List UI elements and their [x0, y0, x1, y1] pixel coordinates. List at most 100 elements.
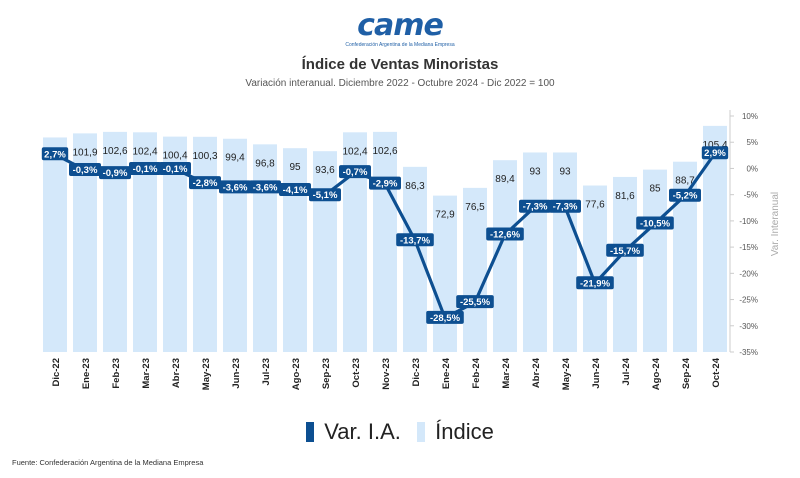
bar-Jul-23 — [253, 144, 277, 352]
bar-label-Mar-23: 102,4 — [132, 146, 157, 157]
bar-label-Ene-23: 101,9 — [72, 147, 97, 158]
bar-label-Sep-24: 88,7 — [675, 176, 695, 187]
x-tick-label-Abr-24: Abr-24 — [531, 357, 542, 388]
point-label-box-Ene-24 — [426, 310, 464, 324]
point-label-Jul-24: -15,7% — [610, 246, 641, 257]
point-label-box-Oct-23 — [339, 165, 371, 179]
bar-label-Ene-24: 72,9 — [435, 210, 455, 221]
bar-Oct-24 — [703, 125, 727, 353]
point-label-Mar-23: -0,1% — [133, 164, 158, 175]
bar-label-Feb-23: 102,6 — [102, 146, 127, 157]
right-axis-tick-label: 5% — [746, 138, 758, 147]
point-label-box-Jul-24 — [606, 243, 644, 257]
x-tick-label-Mar-24: Mar-24 — [501, 357, 512, 388]
point-label-box-Nov-23 — [369, 176, 401, 190]
x-tick-label-Dic-23: Dic-23 — [411, 358, 422, 387]
x-tick-label-May-23: May-23 — [201, 358, 212, 390]
right-axis-tick-label: -20% — [739, 269, 758, 278]
point-label-Feb-24: -25,5% — [460, 297, 491, 308]
point-label-box-Abr-23 — [159, 161, 191, 175]
point-label-Sep-24: -5,2% — [673, 191, 698, 202]
xlabels-layer: Dic-22 Ene-23 Feb-23 Mar-23 Abr-23 May-23 Jun-… — [51, 357, 722, 390]
point-label-box-Ago-23 — [279, 182, 311, 196]
point-label-box-Jun-24 — [576, 276, 614, 290]
bar-Nov-23 — [373, 131, 397, 352]
legend-entry-bars: Índice — [435, 419, 494, 445]
x-tick-label-Mar-23: Mar-23 — [141, 358, 152, 389]
point-label-Jun-24: -21,9% — [580, 278, 611, 289]
logo-word: came — [357, 8, 444, 43]
bar-May-23 — [193, 136, 217, 352]
bars-layer — [43, 125, 727, 353]
bar-label-Ago-23: 95 — [289, 162, 301, 173]
point-label-Jun-23: -3,6% — [223, 182, 248, 193]
x-tick-label-Jun-23: Jun-23 — [231, 358, 242, 389]
point-label-box-Jul-23 — [249, 180, 281, 194]
point-label-Jul-23: -3,6% — [253, 182, 278, 193]
bar-label-Oct-23: 102,4 — [342, 146, 367, 157]
point-label-box-Ene-23 — [69, 163, 101, 177]
point-label-Ene-23: -0,3% — [73, 165, 98, 176]
right-axis-tick-label: -25% — [739, 296, 758, 305]
source-note: Fuente: Confederación Argentina de la Me… — [12, 458, 204, 467]
point-label-May-24: -7,3% — [553, 202, 578, 213]
x-tick-label-Oct-23: Oct-23 — [351, 358, 362, 388]
x-tick-label-Oct-24: Oct-24 — [711, 357, 722, 387]
legend: Var. I.A. Índice — [0, 418, 800, 445]
bar-label-May-24: 93 — [559, 166, 571, 177]
point-label-box-Sep-24 — [669, 188, 701, 202]
bar-Jul-24 — [613, 176, 637, 352]
right-axis-tick-label: -30% — [739, 322, 758, 331]
x-tick-label-Sep-24: Sep-24 — [681, 357, 692, 389]
point-label-Ago-24: -10,5% — [640, 219, 671, 230]
chart-subtitle: Variación interanual. Diciembre 2022 - O… — [245, 78, 555, 89]
bar-labels-layer: 100101,9102,6102,4100,4100,399,496,89593… — [47, 140, 728, 221]
bar-label-Sep-23: 93,6 — [315, 165, 335, 176]
x-tick-label-Sep-23: Sep-23 — [321, 358, 332, 389]
point-label-Ene-24: -28,5% — [430, 313, 461, 324]
legend-bar-swatch — [417, 422, 426, 443]
bar-label-Nov-23: 102,6 — [372, 146, 397, 157]
point-label-box-May-23 — [189, 176, 221, 190]
bar-label-Jul-24: 81,6 — [615, 191, 635, 202]
point-label-Ago-23: -4,1% — [283, 185, 308, 196]
x-tick-label-Ene-24: Ene-24 — [441, 357, 452, 389]
logo-subtitle: Confederación Argentina de la Mediana Em… — [345, 42, 455, 48]
bar-Ago-24 — [643, 169, 667, 352]
bar-label-May-23: 100,3 — [192, 151, 217, 162]
point-label-box-Feb-23 — [99, 166, 131, 180]
point-label-Mar-24: -12,6% — [490, 230, 521, 241]
bar-Abr-24 — [523, 152, 547, 352]
bar-label-Dic-23: 86,3 — [405, 181, 425, 192]
point-label-box-Ago-24 — [636, 216, 674, 230]
point-label-Feb-23: -0,9% — [103, 168, 128, 179]
point-labels-layer: 2,7%-0,3% -0,9% -0,1% -0,1%-2,8% -3,6% -3,6% -… — [41, 146, 729, 324]
legend-line-swatch — [306, 422, 315, 443]
x-tick-label-Nov-23: Nov-23 — [381, 358, 392, 390]
point-label-box-May-24 — [549, 199, 581, 213]
x-tick-label-Jul-24: Jul-24 — [621, 357, 632, 385]
point-label-Oct-23: -0,7% — [343, 167, 368, 178]
point-label-Oct-24: 2,9% — [704, 148, 726, 159]
point-label-box-Mar-24 — [486, 227, 524, 241]
x-tick-label-Ago-23: Ago-23 — [291, 358, 302, 390]
bar-Feb-24 — [463, 187, 487, 352]
bar-Feb-23 — [103, 131, 127, 352]
right-axis-tick-label: 10% — [742, 112, 758, 121]
bar-label-Ago-24: 85 — [649, 184, 661, 195]
point-label-box-Dic-23 — [396, 233, 434, 247]
came-logo: came Confederación Argentina de la Media… — [340, 10, 460, 52]
x-tick-label-Dic-22: Dic-22 — [51, 358, 62, 387]
point-label-Sep-23: -5,1% — [313, 190, 338, 201]
axis-layer: 10% 5% 0% -5% -10% -15% -20% -25% -30% -35% Var. I… — [729, 110, 781, 357]
point-label-box-Mar-23 — [129, 161, 161, 175]
x-tick-label-Jul-23: Jul-23 — [261, 358, 272, 385]
point-label-Abr-24: -7,3% — [523, 202, 548, 213]
point-label-box-Feb-24 — [456, 295, 494, 309]
point-label-Dic-22: 2,7% — [44, 149, 66, 160]
bar-Jun-23 — [223, 138, 247, 352]
bar-Dic-22 — [43, 137, 67, 352]
x-tick-label-Abr-23: Abr-23 — [171, 358, 182, 388]
point-label-Dic-23: -13,7% — [400, 235, 431, 246]
point-label-Nov-23: -2,9% — [373, 179, 398, 190]
